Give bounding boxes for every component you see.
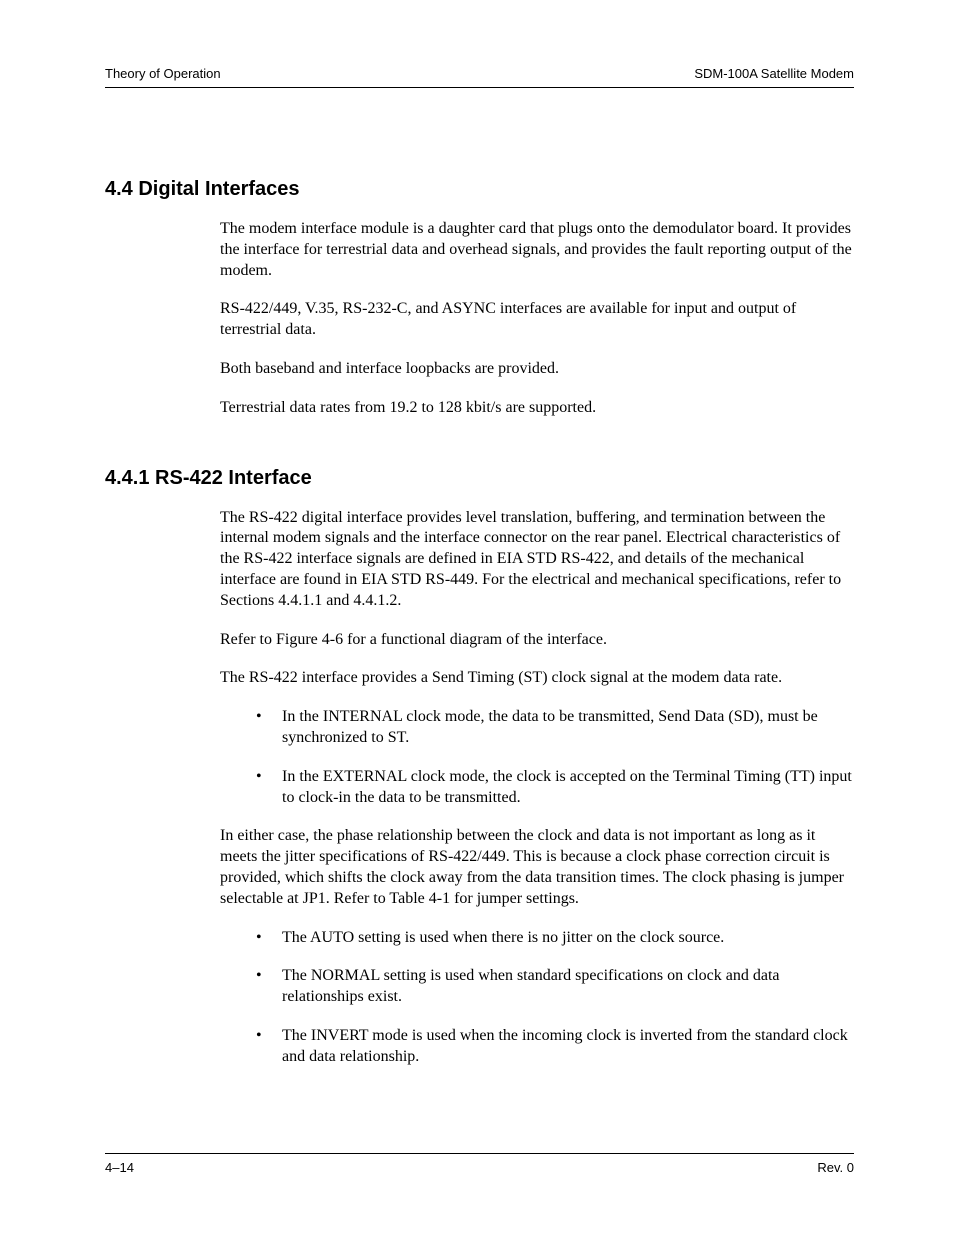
- paragraph: In either case, the phase relationship b…: [220, 826, 854, 909]
- paragraph: The RS-422 digital interface provides le…: [220, 508, 854, 612]
- header-right: SDM-100A Satellite Modem: [694, 66, 854, 81]
- paragraph: The modem interface module is a daughter…: [220, 219, 854, 281]
- list-item: The AUTO setting is used when there is n…: [238, 928, 854, 949]
- list-item: In the INTERNAL clock mode, the data to …: [238, 707, 854, 749]
- paragraph: Terrestrial data rates from 19.2 to 128 …: [220, 398, 854, 419]
- running-header: Theory of Operation SDM-100A Satellite M…: [105, 66, 854, 81]
- revision-label: Rev. 0: [817, 1160, 854, 1175]
- footer-row: 4–14 Rev. 0: [105, 1160, 854, 1175]
- page-number: 4–14: [105, 1160, 134, 1175]
- running-footer: 4–14 Rev. 0: [105, 1153, 854, 1175]
- content-area: 4.4 Digital Interfaces The modem interfa…: [105, 88, 854, 1068]
- footer-rule: [105, 1153, 854, 1154]
- section-4-4-body: The modem interface module is a daughter…: [220, 219, 854, 419]
- bullet-list-clock-modes: In the INTERNAL clock mode, the data to …: [220, 707, 854, 808]
- heading-4-4: 4.4 Digital Interfaces: [105, 178, 854, 201]
- list-item: The INVERT mode is used when the incomin…: [238, 1026, 854, 1068]
- heading-4-4-1: 4.4.1 RS-422 Interface: [105, 467, 854, 490]
- paragraph: The RS-422 interface provides a Send Tim…: [220, 668, 854, 689]
- paragraph: RS-422/449, V.35, RS-232-C, and ASYNC in…: [220, 299, 854, 341]
- bullet-list-jumper-settings: The AUTO setting is used when there is n…: [220, 928, 854, 1068]
- paragraph: Refer to Figure 4-6 for a functional dia…: [220, 630, 854, 651]
- page: Theory of Operation SDM-100A Satellite M…: [0, 0, 954, 1235]
- header-left: Theory of Operation: [105, 66, 221, 81]
- list-item: The NORMAL setting is used when standard…: [238, 966, 854, 1008]
- section-4-4-1-body: The RS-422 digital interface provides le…: [220, 508, 854, 1068]
- paragraph: Both baseband and interface loopbacks ar…: [220, 359, 854, 380]
- list-item: In the EXTERNAL clock mode, the clock is…: [238, 767, 854, 809]
